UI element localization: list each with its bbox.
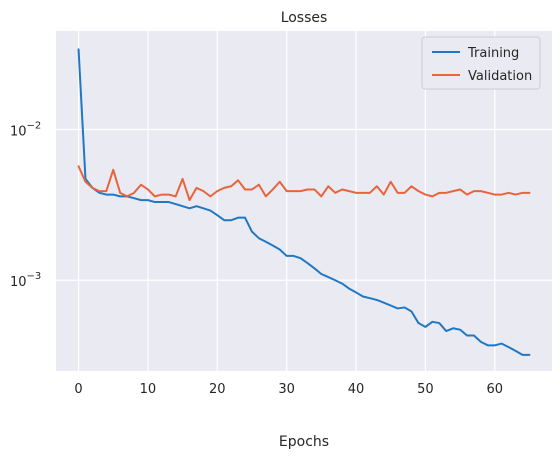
series-layer — [77, 48, 531, 356]
x-tick-label: 10 — [140, 382, 157, 397]
legend-layer: Training Validation — [421, 36, 541, 90]
x-tick-label: 30 — [278, 382, 295, 397]
series-line-training — [77, 48, 531, 356]
y-tick-label: 10−3 — [10, 271, 41, 290]
series-line-validation — [77, 165, 531, 202]
x-axis-label: Epochs — [279, 434, 329, 450]
x-tick-label: 20 — [209, 382, 226, 397]
legend-label-validation: Validation — [468, 69, 532, 84]
x-tick-label: 50 — [417, 382, 434, 397]
x-tick-label: 40 — [348, 382, 365, 397]
axis-layer: 0 10 20 30 40 50 60 10−2 10−3 — [10, 120, 503, 397]
x-tick-label: 0 — [74, 382, 82, 397]
legend-label-training: Training — [467, 46, 519, 61]
x-tick-label: 60 — [486, 382, 503, 397]
chart-title: Losses — [281, 10, 328, 26]
y-tick-label: 10−2 — [10, 120, 41, 139]
